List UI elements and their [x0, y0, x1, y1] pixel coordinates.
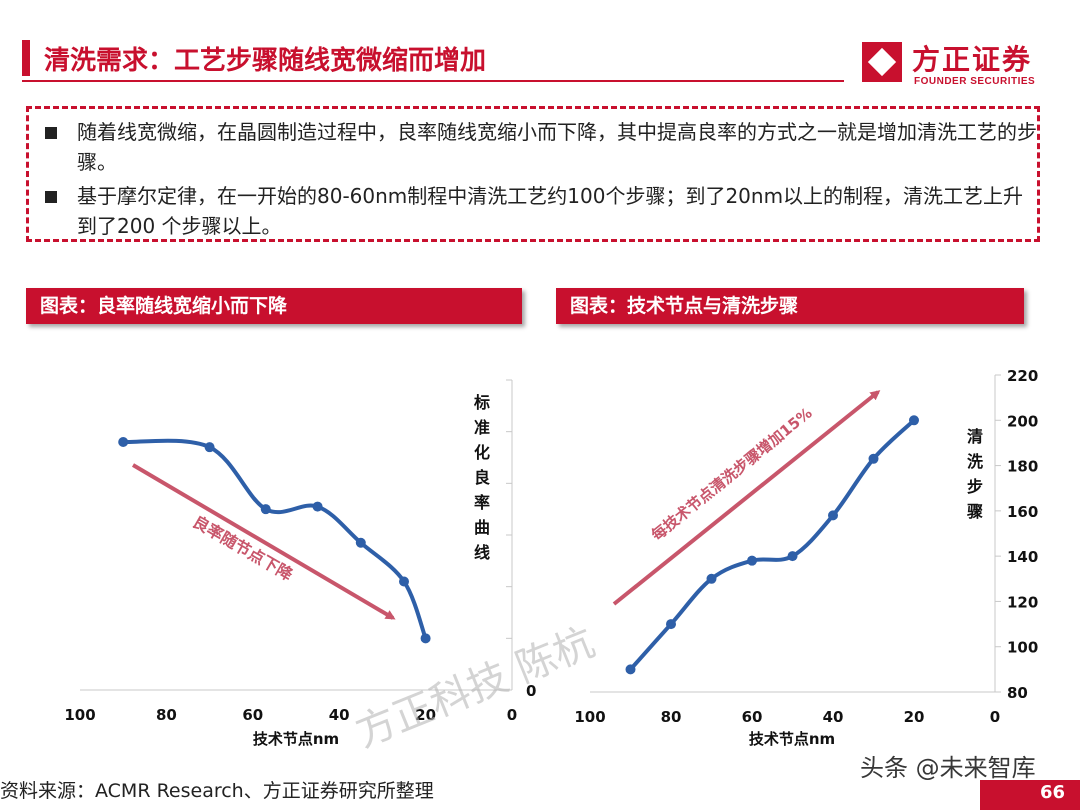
- x-tick-label: 100: [64, 706, 95, 724]
- left-trend-annotation: 良率随节点下降: [189, 512, 296, 585]
- left-chart-title: 图表：良率随线宽缩小而下降: [26, 288, 522, 324]
- y-tick-label: 160: [1007, 503, 1038, 521]
- y-label-char: 线: [474, 543, 490, 562]
- corner-watermark: 头条 @未来智库: [860, 754, 1036, 782]
- y-label-char: 化: [474, 443, 490, 462]
- y-label-char: 清: [967, 427, 983, 446]
- right-chart-title: 图表：技术节点与清洗步骤: [556, 288, 1024, 324]
- y-tick-label: 120: [1007, 593, 1038, 611]
- data-point: [666, 619, 676, 630]
- logo-text-en: FOUNDER SECURITIES: [914, 76, 1036, 87]
- x-tick-label: 40: [329, 706, 350, 724]
- left-trend-arrow: [131, 463, 396, 620]
- right-trend-annotation: 每技术节点清洗步骤增加15%: [648, 404, 815, 544]
- y-tick-label: 220: [1007, 367, 1038, 385]
- x-tick-label: 60: [742, 708, 763, 726]
- data-point: [747, 555, 757, 566]
- y-label-char: 良: [474, 468, 490, 487]
- summary-box: 随着线宽微缩，在晶圆制造过程中，良率随线宽缩小而下降，其中提高良率的方式之一就是…: [26, 106, 1040, 242]
- y-label-char: 准: [474, 418, 490, 437]
- page-title: 清洗需求：工艺步骤随线宽微缩而增加: [44, 46, 487, 76]
- y-tick-label: 180: [1007, 458, 1038, 476]
- y-label-char: 步: [967, 477, 983, 496]
- y-tick-label: 200: [1007, 412, 1038, 430]
- data-point: [312, 501, 323, 512]
- x-tick-label: 20: [904, 708, 925, 726]
- data-point: [787, 551, 798, 562]
- data-point: [828, 510, 838, 521]
- right-x-axis-label: 技术节点nm: [749, 730, 835, 748]
- data-point: [420, 633, 431, 644]
- logo-icon: [862, 42, 902, 82]
- y-tick-label: 100: [1007, 639, 1038, 657]
- title-accent-bar: [22, 40, 30, 76]
- y-label-char: 洗: [967, 452, 983, 471]
- bullet-square-icon: [45, 191, 57, 203]
- left-x-axis-label: 技术节点nm: [253, 730, 339, 748]
- title-underline: [22, 80, 844, 82]
- x-tick-label: 80: [156, 706, 177, 724]
- right-x-ticks: 100 80 60 40 20 0: [574, 708, 1000, 726]
- x-tick-label: 40: [823, 708, 844, 726]
- data-point: [118, 437, 129, 447]
- source-note: 资料来源：ACMR Research、方正证券研究所整理: [0, 780, 434, 802]
- data-point: [260, 504, 271, 515]
- page-number: 66: [1040, 782, 1066, 803]
- watermark-text: 方正科技 陈杭: [349, 619, 601, 756]
- data-point: [355, 537, 366, 548]
- x-tick-label: 0: [990, 708, 1000, 726]
- x-tick-label: 100: [574, 708, 605, 726]
- y-label-char: 标: [473, 393, 490, 412]
- y-tick-label: 140: [1007, 548, 1038, 566]
- x-tick-label: 20: [415, 706, 436, 724]
- x-tick-label: 60: [242, 706, 263, 724]
- y-label-char: 曲: [474, 518, 490, 537]
- data-point: [625, 664, 636, 675]
- left-x-ticks: 100 80 60 40 20 0: [64, 706, 517, 724]
- y-tick-label: 0: [526, 682, 536, 700]
- y-tick-label: 80: [1007, 684, 1028, 702]
- right-y-axis-label: 清洗步骤: [967, 427, 983, 521]
- right-trend-arrow: [612, 390, 881, 606]
- y-label-char: 率: [474, 493, 490, 512]
- data-point: [909, 415, 919, 426]
- right-series-line: [629, 418, 916, 671]
- bullet-square-icon: [45, 127, 57, 139]
- y-label-char: 骤: [967, 502, 983, 521]
- right-series-points: [625, 415, 919, 675]
- x-tick-label: 80: [661, 708, 682, 726]
- left-y-ticks: 0: [506, 379, 536, 700]
- bullet-text: 随着线宽微缩，在晶圆制造过程中，良率随线宽缩小而下降，其中提高良率的方式之一就是…: [77, 120, 1037, 174]
- right-y-ticks: 80 100 120 140 160 180 200 220: [995, 367, 1038, 702]
- bullet-text: 基于摩尔定律，在一开始的80-60nm制程中清洗工艺约100个步骤；到了20nm…: [77, 184, 1024, 238]
- data-point: [706, 573, 717, 584]
- data-point: [868, 453, 879, 464]
- page-number-bar: [980, 780, 1080, 810]
- company-logo: 方正证券 FOUNDER SECURITIES: [862, 40, 1052, 90]
- left-series-points: [118, 437, 431, 644]
- data-point: [399, 576, 409, 587]
- logo-text-cn: 方正证券: [912, 43, 1033, 76]
- x-tick-label: 0: [507, 706, 517, 724]
- data-point: [204, 442, 215, 453]
